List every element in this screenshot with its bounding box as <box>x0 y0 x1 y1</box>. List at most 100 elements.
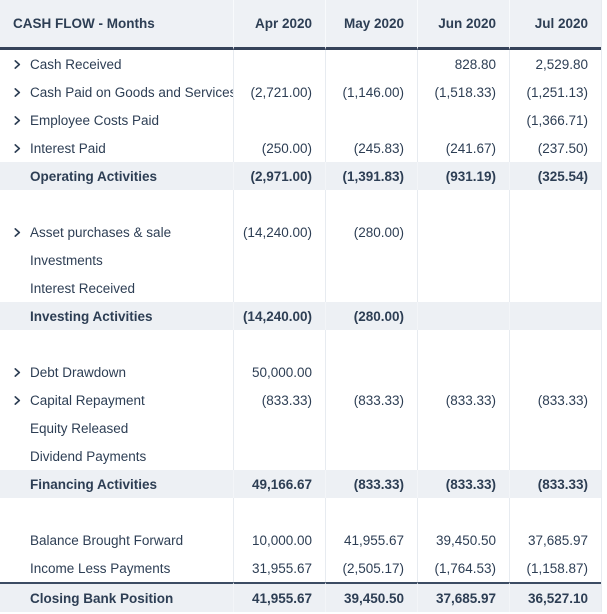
table-row[interactable]: Interest Received <box>0 274 607 302</box>
table-row[interactable]: Income Less Payments 31,955.67 (2,505.17… <box>0 554 607 582</box>
row-label-cell: Interest Received <box>0 274 233 302</box>
cell-apr[interactable] <box>233 246 325 274</box>
cell-may[interactable]: 41,955.67 <box>325 526 417 554</box>
cell-apr[interactable]: (2,721.00) <box>233 78 325 106</box>
cell-may[interactable]: (1,146.00) <box>325 78 417 106</box>
table-row[interactable]: Investments <box>0 246 607 274</box>
cell-may <box>325 498 417 526</box>
chevron-right-icon[interactable] <box>12 59 22 69</box>
cell-apr: 41,955.67 <box>233 582 325 612</box>
cell-jul[interactable]: (1,158.87) <box>509 554 601 582</box>
chevron-right-icon[interactable] <box>12 115 22 125</box>
cell-jul[interactable]: (1,366.71) <box>509 106 601 134</box>
cell-may[interactable] <box>325 106 417 134</box>
row-gutter <box>601 134 607 162</box>
cell-apr[interactable] <box>233 442 325 470</box>
table-row[interactable]: Balance Brought Forward 10,000.00 41,955… <box>0 526 607 554</box>
cell-may[interactable] <box>325 246 417 274</box>
cell-apr[interactable] <box>233 274 325 302</box>
cell-apr[interactable] <box>233 50 325 78</box>
cell-jul[interactable]: (833.33) <box>509 386 601 414</box>
table-row[interactable]: Interest Paid (250.00) (245.83) (241.67)… <box>0 134 607 162</box>
table-row[interactable]: Dividend Payments <box>0 442 607 470</box>
cell-may[interactable] <box>325 358 417 386</box>
row-label-cell <box>0 190 233 218</box>
cell-jun[interactable]: (1,764.53) <box>417 554 509 582</box>
cell-jun[interactable]: 828.80 <box>417 50 509 78</box>
cell-jun[interactable]: (1,518.33) <box>417 78 509 106</box>
cell-jun[interactable] <box>417 274 509 302</box>
row-gutter <box>601 162 607 190</box>
row-label: Capital Repayment <box>30 392 145 408</box>
cell-jul[interactable] <box>509 218 601 246</box>
cell-jul[interactable] <box>509 246 601 274</box>
cell-apr[interactable] <box>233 414 325 442</box>
cell-jun <box>417 190 509 218</box>
chevron-right-icon[interactable] <box>12 367 22 377</box>
cell-may[interactable] <box>325 442 417 470</box>
cell-jul[interactable]: (237.50) <box>509 134 601 162</box>
row-label-cell: Capital Repayment <box>0 386 233 414</box>
row-label: Employee Costs Paid <box>30 112 160 128</box>
chevron-right-icon[interactable] <box>12 87 22 97</box>
cell-jun[interactable] <box>417 106 509 134</box>
row-label-cell: Financing Activities <box>0 470 233 498</box>
cell-may[interactable] <box>325 414 417 442</box>
cell-may[interactable]: (833.33) <box>325 386 417 414</box>
row-gutter <box>601 302 607 330</box>
table-row: Operating Activities (2,971.00) (1,391.8… <box>0 162 607 190</box>
table-row[interactable]: Cash Paid on Goods and Services (2,721.0… <box>0 78 607 106</box>
chevron-right-icon[interactable] <box>12 143 22 153</box>
cell-apr[interactable]: (833.33) <box>233 386 325 414</box>
cell-apr[interactable] <box>233 106 325 134</box>
cell-may[interactable]: (2,505.17) <box>325 554 417 582</box>
row-label-cell: Investments <box>0 246 233 274</box>
row-label: Asset purchases & sale <box>30 224 172 240</box>
column-header-apr: Apr 2020 <box>233 0 325 50</box>
cell-jun[interactable] <box>417 358 509 386</box>
cell-jun[interactable]: (241.67) <box>417 134 509 162</box>
cell-jun[interactable] <box>417 218 509 246</box>
chevron-right-icon[interactable] <box>12 227 22 237</box>
row-label-cell <box>0 330 233 358</box>
cell-jul[interactable] <box>509 274 601 302</box>
row-gutter <box>601 50 607 78</box>
cell-jun[interactable] <box>417 442 509 470</box>
row-gutter <box>601 274 607 302</box>
cell-apr[interactable]: 10,000.00 <box>233 526 325 554</box>
cell-jul[interactable]: 2,529.80 <box>509 50 601 78</box>
row-label-cell: Balance Brought Forward <box>0 526 233 554</box>
cell-jun[interactable] <box>417 414 509 442</box>
row-label: Investments <box>30 252 103 268</box>
table-row[interactable]: Employee Costs Paid (1,366.71) <box>0 106 607 134</box>
cell-may[interactable] <box>325 274 417 302</box>
table-row[interactable]: Asset purchases & sale (14,240.00) (280.… <box>0 218 607 246</box>
cell-apr[interactable]: (250.00) <box>233 134 325 162</box>
cell-may[interactable] <box>325 50 417 78</box>
chevron-right-icon[interactable] <box>12 395 22 405</box>
cell-jun <box>417 330 509 358</box>
cell-apr[interactable]: 50,000.00 <box>233 358 325 386</box>
cell-apr: (2,971.00) <box>233 162 325 190</box>
cell-jul[interactable]: 37,685.97 <box>509 526 601 554</box>
cell-jun[interactable]: (833.33) <box>417 386 509 414</box>
cell-apr[interactable]: 31,955.67 <box>233 554 325 582</box>
cell-jul[interactable] <box>509 414 601 442</box>
cell-may <box>325 190 417 218</box>
cell-jul[interactable] <box>509 358 601 386</box>
cell-may <box>325 330 417 358</box>
cell-jun[interactable] <box>417 246 509 274</box>
table-row[interactable]: Capital Repayment (833.33) (833.33) (833… <box>0 386 607 414</box>
row-label: Cash Received <box>30 56 122 72</box>
table-row[interactable]: Debt Drawdown 50,000.00 <box>0 358 607 386</box>
cell-jul[interactable]: (1,251.13) <box>509 78 601 106</box>
cell-apr[interactable]: (14,240.00) <box>233 218 325 246</box>
cell-apr: 49,166.67 <box>233 470 325 498</box>
table-row[interactable]: Equity Released <box>0 414 607 442</box>
row-gutter <box>601 470 607 498</box>
cell-may[interactable]: (245.83) <box>325 134 417 162</box>
cell-may[interactable]: (280.00) <box>325 218 417 246</box>
cell-jul[interactable] <box>509 442 601 470</box>
cell-jun[interactable]: 39,450.50 <box>417 526 509 554</box>
table-row[interactable]: Cash Received 828.80 2,529.80 <box>0 50 607 78</box>
